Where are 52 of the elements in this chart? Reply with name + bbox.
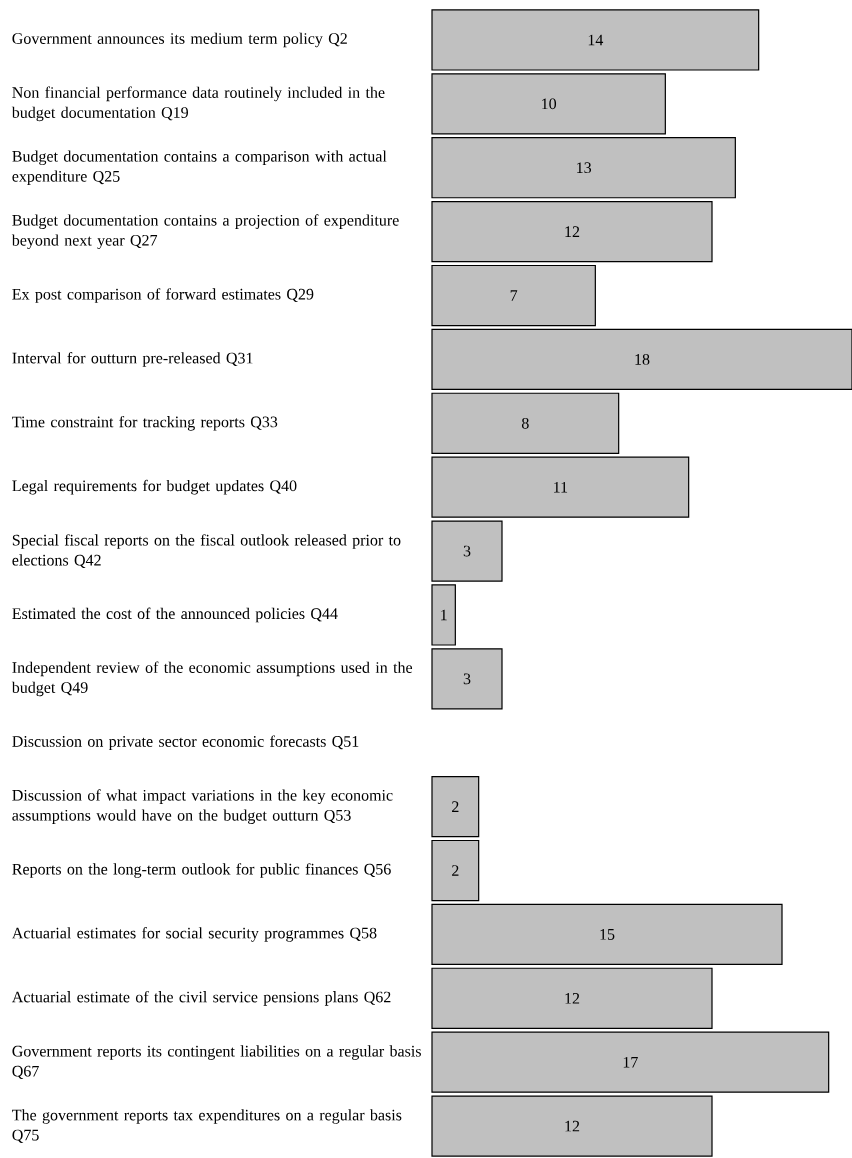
bar [431,9,760,71]
data-label: 18 [635,354,650,365]
bar [431,456,690,518]
bar [431,392,620,454]
data-label: 8 [521,417,529,429]
bar [431,73,666,135]
data-label: 10 [542,98,557,110]
y-tick-label: Government reports its contingent liabilities on a regular basis Q67 [12,1045,421,1080]
y-tick-label: The government reports tax expenditures on a regular basis Q75 [12,1109,402,1143]
y-tick-label: Interval for outturn pre-released Q31 [12,352,253,367]
bar [431,775,480,838]
bar [431,328,852,391]
y-tick-label: Discussion on private sector economic forecasts Q51 [12,735,359,751]
data-label: 12 [565,992,580,1004]
bar [431,520,503,582]
data-label: 2 [452,865,459,876]
bar [431,264,596,327]
data-label: 14 [588,34,604,46]
data-label: 13 [577,162,592,174]
data-label: 1 [441,609,447,621]
y-tick-label: Independent review of the economic assumptions used in the budget Q49 [11,661,413,697]
y-tick-label: Discussion of what impact variations in the key economic assumptions would have on the budget outturn Q53 [12,789,393,824]
bar [431,967,713,1029]
y-tick-label: Budget documentation contains a projection of expenditure beyond next year Q27 [11,214,399,249]
y-tick-label: Estimated the cost of the announced policies Q44 [12,607,338,623]
bar [431,1031,830,1093]
y-tick-label: Special fiscal reports on the fiscal outlook released prior to elections Q42 [12,534,401,568]
bar [431,1095,713,1157]
y-tick-label: Actuarial estimates for social security programmes Q58 [11,927,377,942]
bar [431,903,783,966]
bar [431,137,736,199]
bar [431,648,503,710]
data-label: 12 [565,226,580,237]
y-tick-label: Legal requirements for budget updates Q40 [12,479,297,495]
y-tick-label: Budget documentation contains a comparison with actual expenditure Q25 [12,150,387,185]
y-tick-label: Actuarial estimate of the civil service pensions plans Q62 [11,990,391,1006]
y-tick-label: Time constraint for tracking reports Q33 [12,415,278,431]
data-label: 17 [623,1056,638,1068]
data-label: 2 [452,801,459,812]
bar [431,584,456,646]
y-tick-label: Reports on the long-term outlook for public finances Q56 [12,863,391,878]
y-tick-label: Ex post comparison of forward estimates Q29 [12,288,314,303]
y-tick-label: Government announces its medium term policy Q2 [12,32,347,48]
y-tick-label: Non financial performance data routinely included in the budget documentation Q19 [11,86,385,122]
data-label: 12 [565,1120,580,1132]
bar [431,200,713,263]
data-label: 3 [463,673,471,685]
bar [431,839,480,902]
data-label: 3 [463,545,471,557]
data-label: 7 [510,290,518,301]
data-label: 11 [554,481,568,493]
data-label: 15 [600,929,615,940]
